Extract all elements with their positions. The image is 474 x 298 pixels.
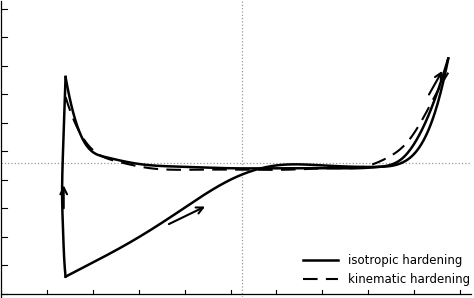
Legend: isotropic hardening, kinematic hardening: isotropic hardening, kinematic hardening (298, 249, 474, 291)
